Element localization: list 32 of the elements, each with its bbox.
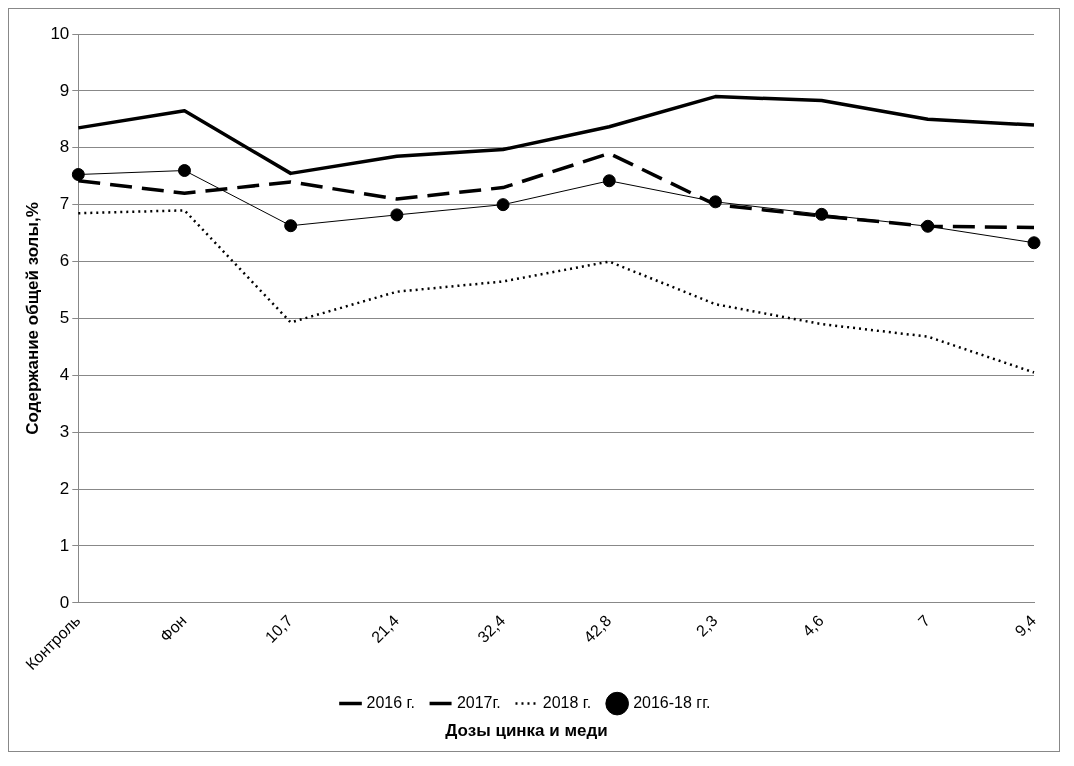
point [602, 174, 616, 188]
x-tick-label: 32,4 [474, 611, 509, 646]
x-axis-title: Дозы цинка и меди [445, 721, 608, 741]
y-tick-label: 7 [59, 194, 70, 214]
y-tick-label: 2 [59, 478, 70, 498]
legend-label: 2016-18 гг. [633, 694, 711, 712]
y-tick-label: 10 [50, 23, 70, 43]
x-tick-label: 9,4 [1011, 611, 1040, 640]
x-tick-label: 4,6 [799, 611, 827, 640]
legend-label: 2018 г. [542, 694, 592, 712]
legend-label: 2017г. [456, 694, 501, 712]
x-tick-label: Фон [156, 611, 190, 646]
y-tick-label: 5 [59, 308, 70, 328]
point [496, 198, 510, 212]
y-tick-label: 0 [59, 592, 70, 612]
y-tick-label: 3 [59, 421, 70, 441]
y-tick-label: 8 [59, 137, 70, 157]
point [71, 168, 85, 182]
point [1027, 236, 1041, 250]
y-tick-label: 1 [59, 535, 70, 555]
x-tick-label: 7 [914, 611, 934, 631]
x-tick-label: 2,3 [692, 611, 721, 640]
x-tick-label: 42,8 [580, 611, 615, 646]
legend-label: 2016 г. [366, 694, 415, 712]
y-tick-label: 9 [59, 80, 70, 100]
point [815, 207, 829, 221]
y-tick-label: 4 [59, 365, 70, 385]
point [390, 208, 404, 222]
y-axis-title: Содержание общей золы,% [22, 202, 42, 435]
y-tick-label: 6 [59, 251, 70, 271]
point [284, 219, 298, 233]
point [178, 164, 191, 178]
